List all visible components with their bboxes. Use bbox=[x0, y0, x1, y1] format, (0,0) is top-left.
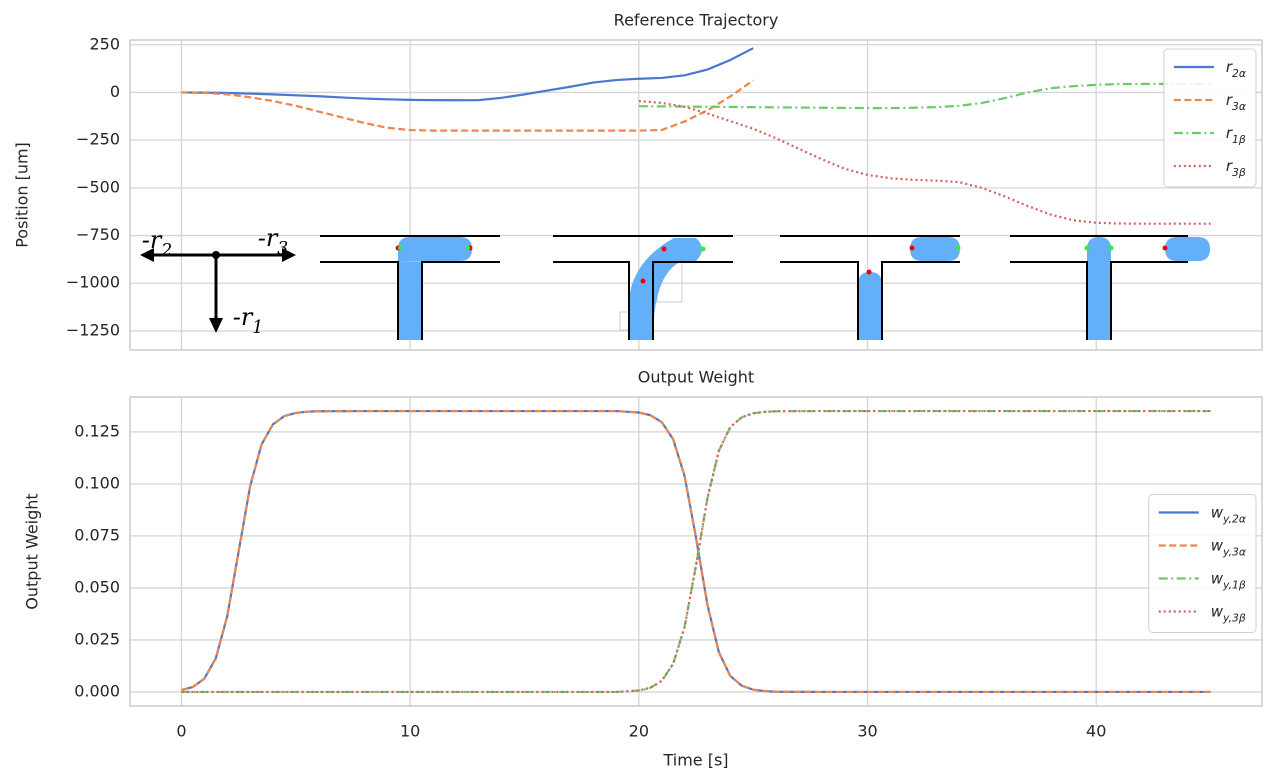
y-axis-label: Output Weight bbox=[23, 493, 42, 609]
legend: wy,2α wy,3α wy,1β wy,3β bbox=[1148, 494, 1257, 633]
y-axis-label: Position [um] bbox=[13, 142, 32, 248]
y-tick-label: −250 bbox=[76, 130, 120, 149]
y-tick-label: 0.125 bbox=[74, 421, 120, 440]
y-tick-label: −1250 bbox=[66, 320, 120, 339]
y-tick-label: −1000 bbox=[66, 273, 120, 292]
legend-label: r3β bbox=[1226, 157, 1246, 179]
chart-title: Reference Trajectory bbox=[614, 11, 779, 30]
junction bbox=[1010, 235, 1210, 340]
y-tick-label: 0.075 bbox=[74, 525, 120, 544]
legend: r2α r3α r1β r3β bbox=[1163, 48, 1257, 188]
series-line bbox=[181, 409, 1211, 694]
legend-label: r1β bbox=[1226, 124, 1246, 146]
legend-box bbox=[1163, 48, 1257, 188]
arrow-head bbox=[209, 318, 223, 333]
series-line bbox=[181, 79, 754, 132]
axes-frame bbox=[129, 396, 1263, 707]
chart-title: Output Weight bbox=[638, 368, 754, 387]
junction bbox=[780, 235, 961, 340]
legend-label: wy,2α bbox=[1211, 503, 1246, 525]
x-axis-label: Time [s] bbox=[662, 751, 728, 770]
origin-dot bbox=[212, 251, 220, 259]
junction bbox=[553, 235, 733, 340]
x-tick-label: 0 bbox=[176, 722, 186, 741]
direction-label: -r2 bbox=[142, 226, 173, 261]
legend-label: wy,3α bbox=[1211, 536, 1246, 558]
legend-label: r3α bbox=[1226, 91, 1246, 113]
arrow-head bbox=[140, 248, 154, 262]
legend-label: r2α bbox=[1226, 58, 1246, 80]
axes-frame bbox=[129, 39, 1263, 351]
y-tick-label: 0.050 bbox=[74, 577, 120, 596]
series-line bbox=[181, 409, 1211, 694]
y-tick-label: 0.025 bbox=[74, 629, 120, 648]
axes: 0.000 0.025 0.050 0.075 0.100 0.125 0 10 20 30 40 O… bbox=[23, 368, 1263, 770]
y-tick-label: 0 bbox=[110, 82, 120, 101]
legend-label: wy,1β bbox=[1211, 569, 1246, 591]
arrow-head bbox=[282, 248, 296, 262]
direction-arrows bbox=[150, 253, 285, 320]
y-tick-label: −500 bbox=[76, 177, 120, 196]
legend-label: wy,3β bbox=[1211, 602, 1246, 624]
direction-label: -r3 bbox=[258, 224, 289, 259]
x-tick-label: 40 bbox=[1086, 722, 1106, 741]
legend-box bbox=[1148, 494, 1257, 633]
y-tick-label: −750 bbox=[76, 225, 120, 244]
x-tick-label: 20 bbox=[629, 722, 649, 741]
series-line bbox=[181, 47, 754, 102]
junction bbox=[320, 235, 500, 340]
junction-illustrations bbox=[140, 235, 1210, 340]
x-tick-label: 10 bbox=[400, 722, 420, 741]
series-line bbox=[638, 82, 1211, 110]
series-line bbox=[638, 99, 1211, 225]
y-tick-label: 0.100 bbox=[74, 473, 120, 492]
series-line bbox=[181, 409, 1211, 694]
x-tick-label: 30 bbox=[857, 722, 877, 741]
y-tick-label: 250 bbox=[89, 34, 120, 53]
direction-label: -r1 bbox=[233, 303, 264, 338]
series-line bbox=[181, 409, 1211, 694]
y-tick-label: 0.000 bbox=[74, 681, 120, 700]
